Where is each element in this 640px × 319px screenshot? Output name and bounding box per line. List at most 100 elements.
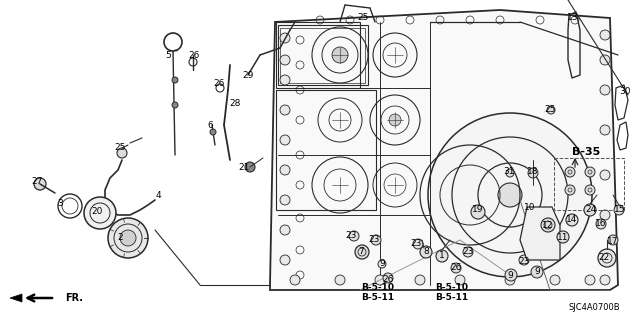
Bar (554, 158, 624, 210)
Circle shape (172, 102, 178, 108)
Circle shape (505, 275, 515, 285)
Text: 20: 20 (92, 206, 102, 216)
Circle shape (108, 218, 148, 258)
Circle shape (210, 129, 216, 135)
Text: B-5-11: B-5-11 (435, 293, 468, 301)
Circle shape (531, 266, 543, 278)
Circle shape (506, 169, 514, 177)
Text: 15: 15 (614, 204, 626, 213)
Text: 28: 28 (229, 99, 241, 108)
Circle shape (585, 275, 595, 285)
Circle shape (383, 273, 393, 283)
Circle shape (600, 275, 610, 285)
Circle shape (120, 230, 136, 246)
Bar (280, 28, 365, 83)
Text: 13: 13 (567, 12, 579, 21)
Circle shape (280, 255, 290, 265)
Circle shape (413, 239, 423, 249)
Text: 23: 23 (518, 256, 530, 265)
Text: 4: 4 (155, 191, 161, 201)
Circle shape (117, 148, 127, 158)
Text: 8: 8 (423, 247, 429, 256)
Text: 1: 1 (439, 250, 445, 259)
Circle shape (498, 183, 522, 207)
Text: B-5-10: B-5-10 (435, 283, 468, 292)
Text: 19: 19 (472, 205, 484, 214)
Text: 24: 24 (586, 204, 596, 213)
Text: 23: 23 (368, 234, 380, 243)
Bar (278, 25, 368, 85)
Circle shape (600, 125, 610, 135)
Text: 9: 9 (534, 268, 540, 277)
Circle shape (455, 275, 465, 285)
Circle shape (280, 195, 290, 205)
Text: 14: 14 (566, 216, 578, 225)
Circle shape (355, 245, 369, 259)
Circle shape (608, 235, 618, 245)
Circle shape (280, 135, 290, 145)
Text: 18: 18 (527, 167, 539, 175)
Circle shape (415, 275, 425, 285)
Circle shape (614, 205, 624, 215)
Circle shape (565, 167, 575, 177)
Circle shape (600, 250, 610, 260)
Text: 26: 26 (382, 275, 394, 284)
Circle shape (600, 85, 610, 95)
Circle shape (84, 197, 116, 229)
Circle shape (34, 178, 46, 190)
Text: 31: 31 (503, 167, 515, 176)
Circle shape (600, 30, 610, 40)
Text: 25: 25 (357, 12, 369, 21)
Text: 7: 7 (358, 248, 364, 256)
Circle shape (280, 225, 290, 235)
Text: 3: 3 (57, 199, 63, 209)
Text: B-35: B-35 (572, 147, 600, 157)
Circle shape (389, 114, 401, 126)
Circle shape (335, 275, 345, 285)
Circle shape (600, 210, 610, 220)
Text: 22: 22 (598, 254, 610, 263)
Circle shape (245, 162, 255, 172)
Circle shape (290, 275, 300, 285)
Circle shape (585, 185, 595, 195)
Circle shape (506, 271, 514, 279)
Text: 25: 25 (544, 106, 556, 115)
Circle shape (280, 55, 290, 65)
Text: 11: 11 (557, 233, 569, 241)
Polygon shape (270, 10, 618, 290)
Text: FR.: FR. (65, 293, 83, 303)
Text: 9: 9 (507, 271, 513, 279)
Circle shape (172, 77, 178, 83)
Circle shape (528, 168, 538, 178)
Text: 10: 10 (524, 203, 536, 211)
Text: 23: 23 (346, 231, 356, 240)
Polygon shape (10, 294, 22, 302)
Text: 21: 21 (238, 164, 250, 173)
Circle shape (596, 219, 606, 229)
Circle shape (420, 246, 432, 258)
Circle shape (550, 275, 560, 285)
Circle shape (375, 275, 385, 285)
Text: 23: 23 (410, 239, 422, 248)
Circle shape (451, 263, 461, 273)
Circle shape (378, 260, 386, 268)
Text: 29: 29 (243, 70, 253, 79)
Polygon shape (520, 207, 560, 260)
Circle shape (332, 47, 348, 63)
Text: 26: 26 (451, 263, 461, 271)
Text: B-5-10: B-5-10 (362, 283, 394, 292)
Text: 23: 23 (462, 248, 474, 256)
Text: B-5-11: B-5-11 (362, 293, 395, 301)
Circle shape (349, 231, 359, 241)
Circle shape (584, 204, 596, 216)
Circle shape (505, 269, 517, 281)
Circle shape (280, 165, 290, 175)
Circle shape (280, 33, 290, 43)
Text: 30: 30 (620, 87, 631, 97)
Text: 16: 16 (595, 219, 607, 228)
Circle shape (471, 205, 485, 219)
Circle shape (463, 247, 473, 257)
Bar (276, 90, 376, 210)
Text: 25: 25 (115, 144, 125, 152)
Circle shape (541, 218, 555, 232)
